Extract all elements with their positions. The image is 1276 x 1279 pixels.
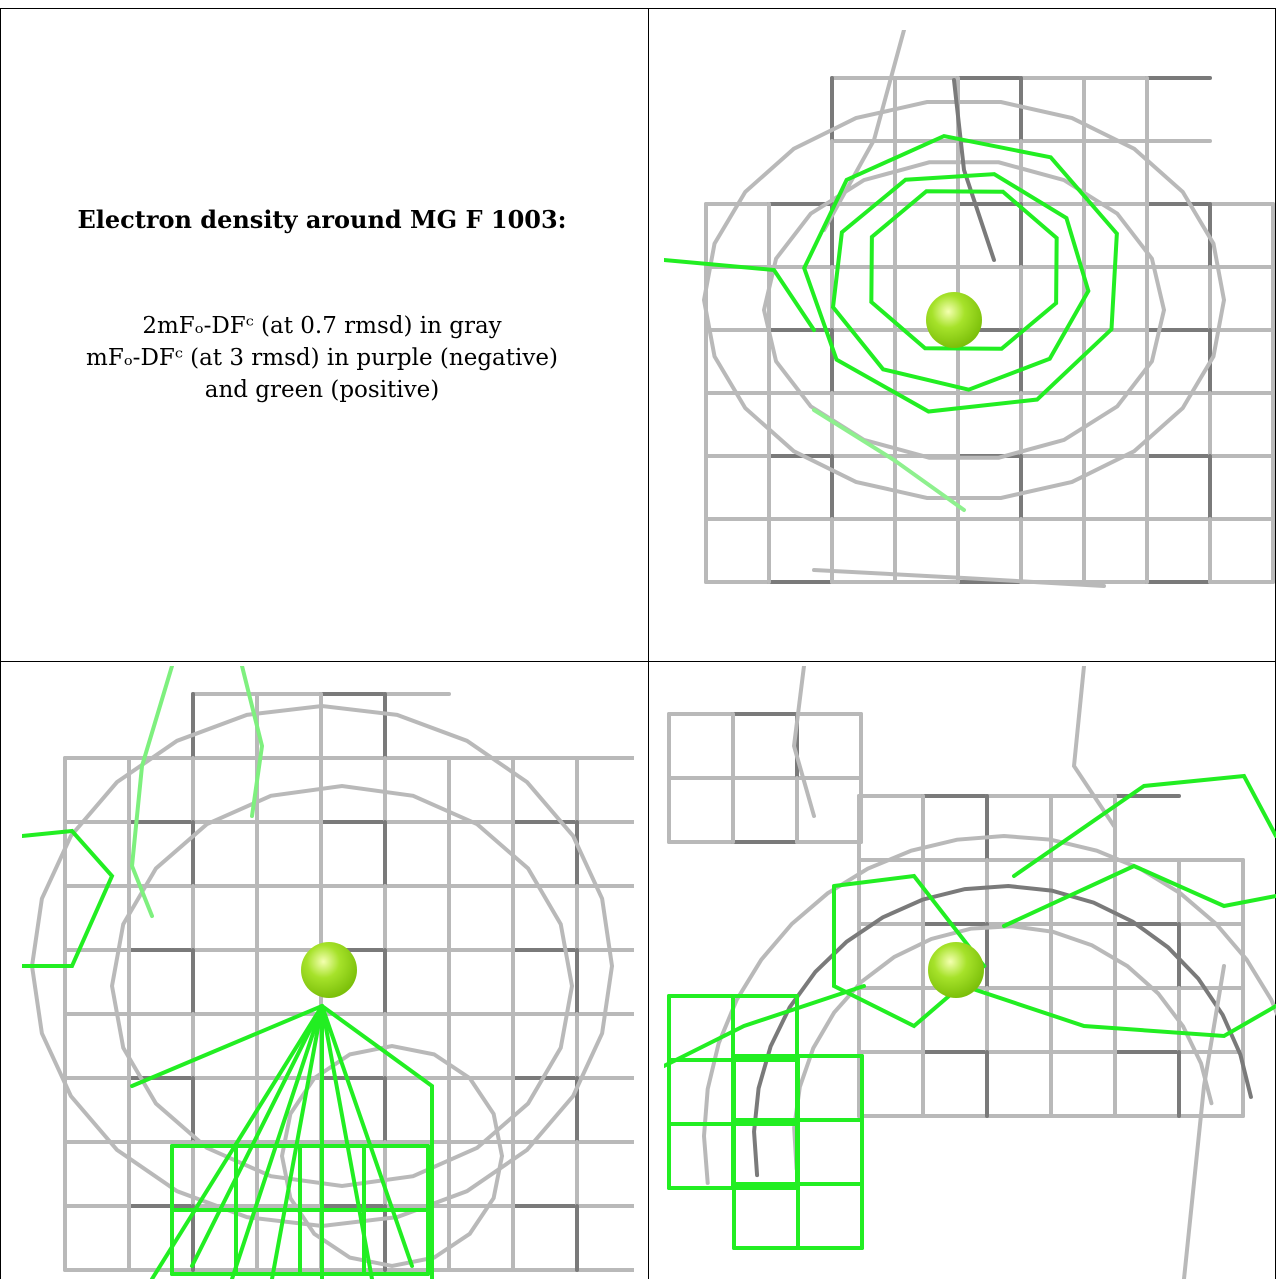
gray-contour (812, 568, 1106, 588)
green-contour (830, 172, 1091, 392)
green-contour (22, 828, 115, 968)
green-contour (1002, 863, 1276, 928)
table-border-center (648, 8, 649, 1279)
caption-title: Electron density around MG F 1003: (77, 205, 567, 234)
green-contour (962, 984, 1276, 1039)
gray-contour (109, 783, 574, 1189)
green-contour (320, 1004, 414, 1268)
table-border-left (0, 8, 1, 1279)
green-contour (812, 408, 966, 512)
gray-contour (761, 160, 1166, 460)
gray-contour (701, 833, 1276, 1185)
legend-line-gray: 2mFₒ-DFᶜ (at 0.7 rmsd) in gray (142, 313, 502, 339)
gray-contour (791, 666, 816, 818)
table-border-top (0, 8, 1276, 9)
green-contour (802, 134, 1119, 414)
density-view-bottom-right (664, 666, 1276, 1279)
legend-line-purple: mFₒ-DFᶜ (at 3 rmsd) in purple (negative) (86, 345, 558, 371)
green-contour (1012, 773, 1276, 878)
green-contour (869, 189, 1059, 351)
green-contour (190, 1004, 324, 1268)
green-contour (664, 984, 866, 1068)
gray-contour (279, 1043, 504, 1269)
density-mesh-bottom-right (664, 666, 1276, 1279)
density-mesh-bottom-left (22, 666, 634, 1279)
green-contour (130, 1003, 434, 1279)
caption-legend: 2mFₒ-DFᶜ (at 0.7 rmsd) in gray mFₒ-DFᶜ (… (22, 310, 622, 406)
green-contour (150, 1004, 324, 1279)
gray-contour (1182, 964, 1226, 1279)
green-contour (240, 666, 265, 818)
green-contour (129, 666, 174, 918)
density-view-bottom-left (22, 666, 634, 1279)
gray-contour (822, 30, 906, 232)
green-contour (664, 258, 816, 332)
gray-contour (701, 100, 1226, 500)
gray-contour (792, 924, 1214, 1171)
legend-line-green: and green (positive) (204, 377, 440, 403)
gray-contour (1071, 666, 1116, 828)
caption-cell: Electron density around MG F 1003: 2mFₒ-… (22, 180, 622, 406)
density-mesh-top-right (664, 30, 1275, 588)
green-contour (270, 1004, 324, 1279)
gray-contour (952, 78, 996, 262)
density-view-top-right (664, 30, 1276, 636)
green-contour (230, 1004, 324, 1279)
table-border-middle (0, 661, 1276, 662)
magnesium-ion-sphere (301, 942, 357, 998)
magnesium-ion-sphere (928, 942, 984, 998)
gray-contour (752, 884, 1253, 1178)
magnesium-ion-sphere (926, 292, 982, 348)
